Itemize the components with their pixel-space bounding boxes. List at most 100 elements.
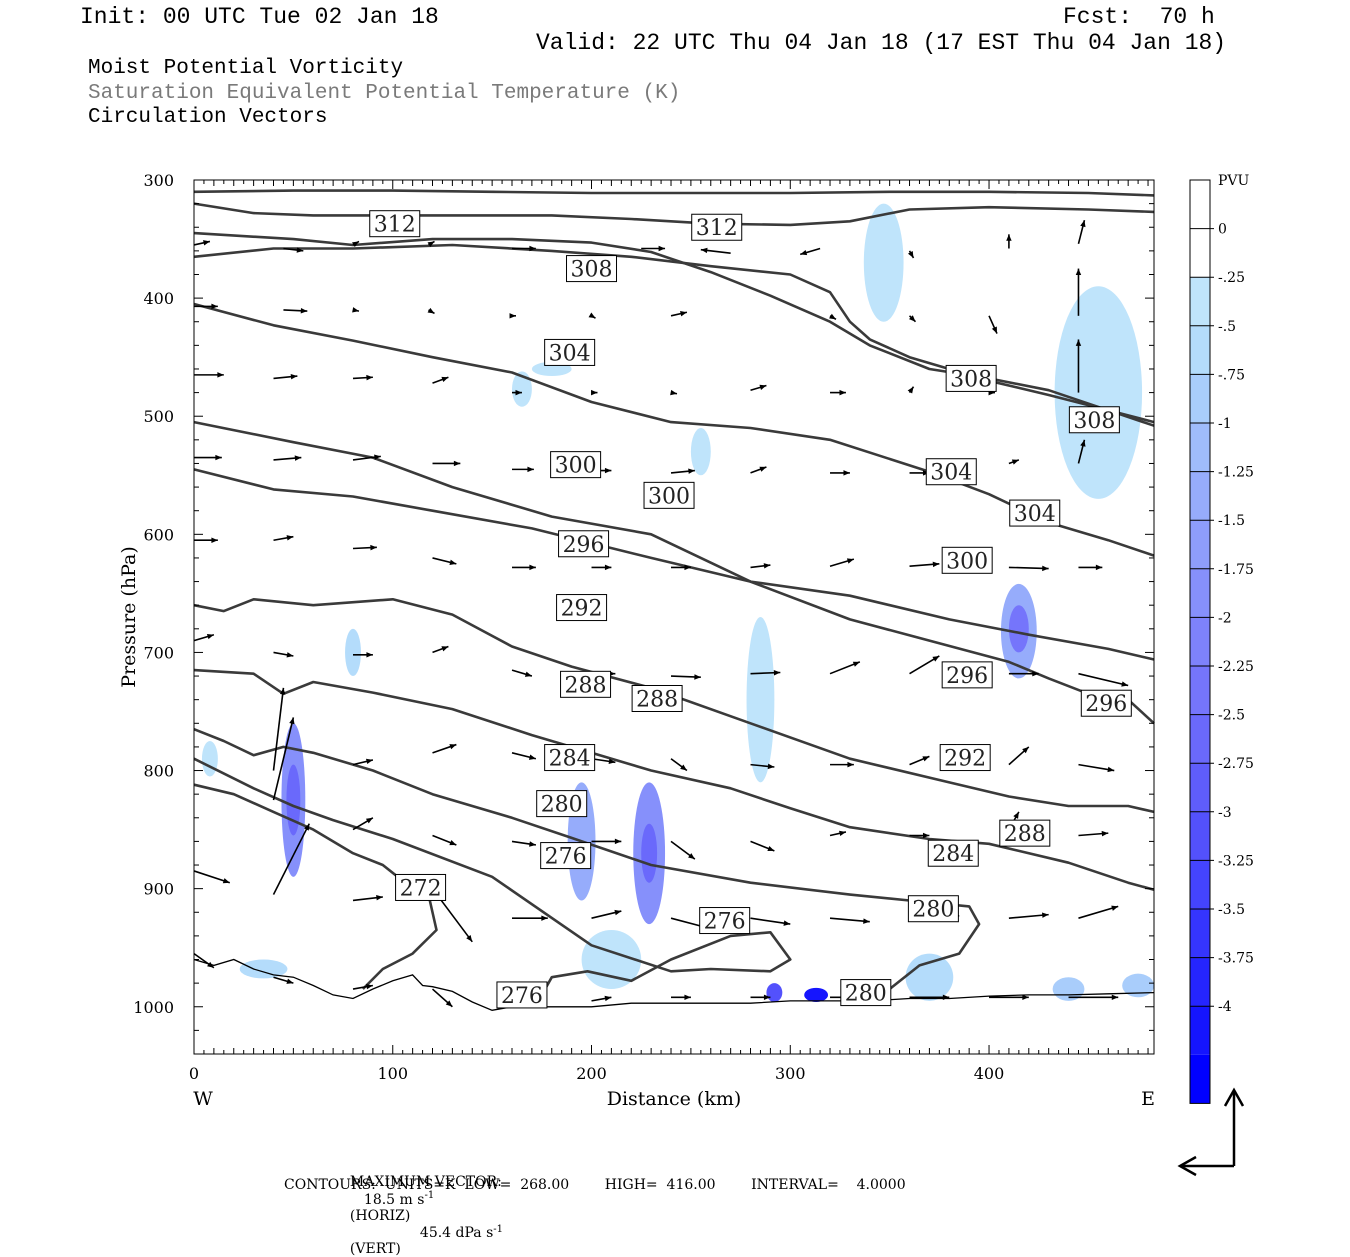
contour-label-box: [840, 979, 892, 1007]
vector-head: [1011, 459, 1019, 465]
circulation-vector: [670, 674, 701, 680]
pv-region: [345, 628, 361, 677]
circulation-vector: [1008, 459, 1020, 465]
colorbar-label: -4: [1218, 999, 1232, 1015]
contour-284: [193, 668, 1155, 892]
vector-head: [449, 840, 457, 846]
vector-head: [907, 386, 914, 394]
circulation-vector: [1068, 994, 1119, 1001]
colorbar-cell: [1190, 811, 1210, 861]
pv-region: [239, 959, 288, 979]
vector-head: [847, 761, 854, 768]
contour-296: [193, 420, 1155, 725]
circulation-vector: [272, 717, 295, 801]
vector-head: [767, 763, 775, 770]
y-tick-label: 1000: [133, 998, 174, 1017]
init-time: Init: 00 UTC Tue 02 Jan 18: [80, 4, 439, 30]
vector-head: [908, 315, 916, 322]
circulation-vector: [670, 840, 696, 860]
circulation-vector: [432, 557, 457, 565]
circulation-vector: [1075, 339, 1082, 393]
vector-head: [1042, 565, 1049, 572]
vector-head: [759, 384, 767, 390]
vector-head: [370, 544, 377, 551]
circulation-vector: [512, 564, 536, 571]
contour-label: 308: [1068, 406, 1120, 434]
pv-colorbar: 0 -.25 -.5 -.75 -1 -1.25 -1.5 -1.75 -2 -2.25 -2.5 -…: [1189, 179, 1254, 1104]
vector-head: [211, 303, 218, 310]
circulation-vector: [909, 655, 940, 675]
colorbar-label: -2: [1218, 610, 1232, 626]
circulation-vector: [273, 535, 294, 542]
vector-head: [684, 994, 691, 1001]
circulation-vector: [352, 894, 383, 902]
vector-head: [286, 652, 294, 658]
contour-label-box: [496, 981, 548, 1009]
contour-label-text: 272: [400, 876, 442, 901]
contour-label-box: [369, 210, 421, 238]
circulation-vector: [511, 752, 537, 760]
contour-label: 296: [558, 530, 610, 558]
vector-head: [767, 845, 775, 852]
circulation-vector: [909, 561, 940, 568]
contour-label-box: [556, 594, 608, 622]
vector-head: [680, 764, 687, 771]
circulation-vector: [750, 763, 775, 770]
circulation-vector: [352, 374, 373, 381]
max-vector-horiz-exp: -1: [424, 1190, 435, 1201]
circulation-vector: [670, 311, 688, 317]
contour-label-text: 304: [549, 341, 591, 366]
vector-head: [365, 758, 373, 765]
max-vector-line: MAXIMUM VECTOR: 18.5 m s-1 (HORIZ) 45.4 …: [341, 1158, 503, 1257]
contour-label-text: 292: [561, 597, 603, 622]
circulation-vector: [432, 834, 457, 846]
circulation-vector: [907, 386, 915, 394]
contour-label: 304: [544, 338, 596, 366]
colorbar-unit: PVU: [1218, 173, 1250, 189]
circulation-vector: [432, 743, 457, 754]
circulation-vector: [193, 870, 231, 884]
contour-label-box: [550, 451, 602, 479]
theta-es-contours: [193, 189, 1155, 996]
x-axis-title: Distance (km): [607, 1088, 742, 1110]
colorbar-cell: [1190, 471, 1210, 521]
circulation-vector: [512, 245, 536, 252]
circulation-vector: [1078, 763, 1115, 773]
circulation-vector: [907, 250, 915, 259]
circulation-vector: [750, 670, 781, 676]
circulation-vector: [829, 661, 861, 675]
colorbar-cell: [1190, 714, 1210, 764]
contour-label-box: [558, 530, 610, 558]
circulation-vector: [1008, 565, 1049, 572]
vector-head: [839, 389, 846, 396]
colorbar-cell: [1190, 1006, 1210, 1055]
max-vector-label: MAXIMUM VECTOR:: [349, 1174, 502, 1190]
contour-label-box: [643, 481, 695, 509]
pv-region: [1008, 605, 1029, 653]
vector-head: [1080, 220, 1086, 228]
pv-region: [286, 764, 301, 836]
vector-head: [352, 307, 359, 313]
circulation-vector: [909, 832, 930, 839]
terrain-line: [193, 958, 1155, 1011]
colorbar-cell: [1190, 423, 1210, 472]
vector-head: [453, 460, 461, 467]
vector-shaft: [750, 917, 791, 925]
colorbar-cell: [1190, 520, 1210, 569]
circulation-vector: [989, 994, 1029, 1001]
circulation-vector: [1077, 219, 1086, 244]
colorbar-label: -1: [1218, 416, 1232, 432]
contour-label-box: [691, 213, 743, 241]
contour-label: 292: [556, 594, 608, 622]
vector-head: [1095, 564, 1103, 571]
contour-label-text: 312: [696, 216, 738, 241]
contour-label: 300: [550, 451, 602, 479]
vector-head: [680, 311, 687, 317]
vector-head: [529, 564, 536, 571]
vector-head: [427, 241, 435, 248]
vector-head: [759, 466, 767, 472]
circulation-vector: [591, 757, 616, 765]
forecast-hour: Fcst: 70 h: [1063, 4, 1215, 30]
vector-head: [1022, 994, 1029, 1001]
vector-head: [527, 466, 534, 473]
